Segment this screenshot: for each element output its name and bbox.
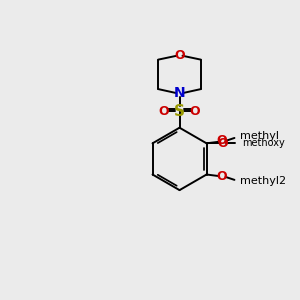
Text: O: O xyxy=(159,105,170,118)
Text: O: O xyxy=(218,137,228,150)
Text: O: O xyxy=(217,134,227,147)
Text: methyl2: methyl2 xyxy=(240,176,286,186)
Text: S: S xyxy=(174,104,185,119)
Text: O: O xyxy=(217,170,227,183)
Text: O: O xyxy=(174,49,185,62)
Text: O: O xyxy=(190,105,200,118)
Text: methoxy: methoxy xyxy=(242,138,285,148)
Text: N: N xyxy=(174,86,185,100)
Text: methyl: methyl xyxy=(240,131,279,142)
